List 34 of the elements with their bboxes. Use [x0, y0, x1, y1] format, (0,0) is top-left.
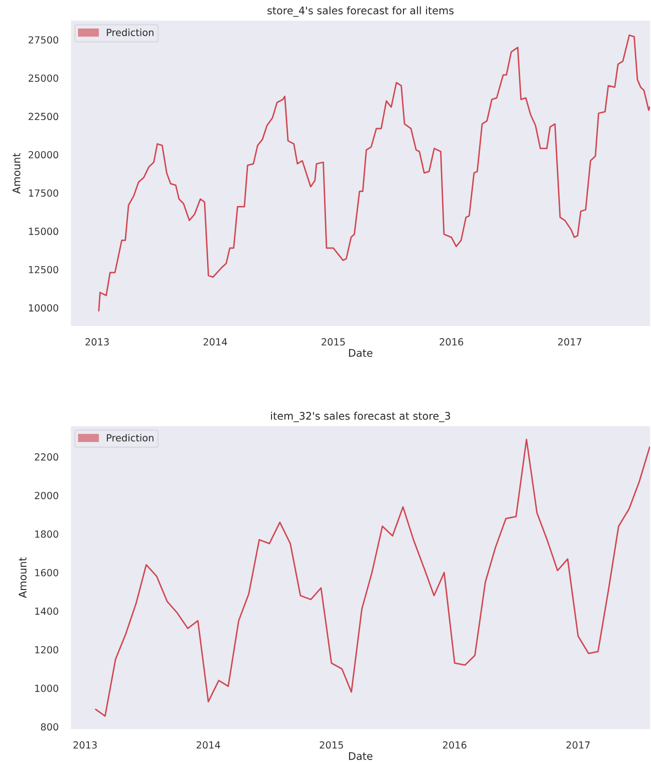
y-tick-label: 17500: [29, 189, 58, 197]
y-tick-label: 1200: [35, 646, 58, 654]
x-tick-label: 2015: [322, 338, 345, 346]
y-tick-label: 22500: [28, 112, 58, 120]
y-tick-label: 1600: [35, 568, 58, 576]
y-tick-label: 1800: [35, 530, 58, 538]
x-tick-label: 2016: [442, 741, 466, 749]
x-axis-title: Date: [349, 752, 372, 760]
y-tick-label: 12500: [29, 266, 58, 274]
y-tick-label: 2200: [34, 453, 58, 461]
y-tick-label: 2000: [34, 492, 58, 500]
x-tick-label: 2017: [566, 741, 590, 749]
y-axis-title: Amount: [18, 557, 27, 598]
x-tick-label: 2017: [558, 338, 582, 346]
y-tick-label: 20000: [28, 151, 58, 158]
y-tick-label: 15000: [29, 228, 58, 236]
legend-label: Prediction: [106, 28, 154, 36]
y-tick-label: 1000: [35, 684, 58, 692]
chart-title: store_4's sales forecast for all items: [267, 6, 454, 17]
x-axis-title: Date: [349, 349, 372, 357]
y-axis-title: Amount: [12, 153, 20, 194]
y-tick-label: 800: [40, 723, 58, 731]
x-tick-label: 2013: [86, 338, 109, 346]
y-tick-label: 10000: [29, 304, 58, 312]
chart-title: item_32's sales forecast at store_3: [271, 412, 450, 422]
y-tick-label: 27500: [28, 36, 58, 44]
x-tick-label: 2016: [440, 338, 464, 346]
x-tick-label: 2013: [74, 741, 97, 749]
legend-label: Prediction: [106, 434, 154, 442]
x-tick-label: 2014: [196, 741, 220, 749]
x-tick-label: 2014: [204, 338, 228, 346]
y-tick-label: 25000: [28, 74, 58, 82]
x-tick-label: 2015: [320, 741, 343, 749]
y-tick-label: 1400: [35, 608, 58, 615]
